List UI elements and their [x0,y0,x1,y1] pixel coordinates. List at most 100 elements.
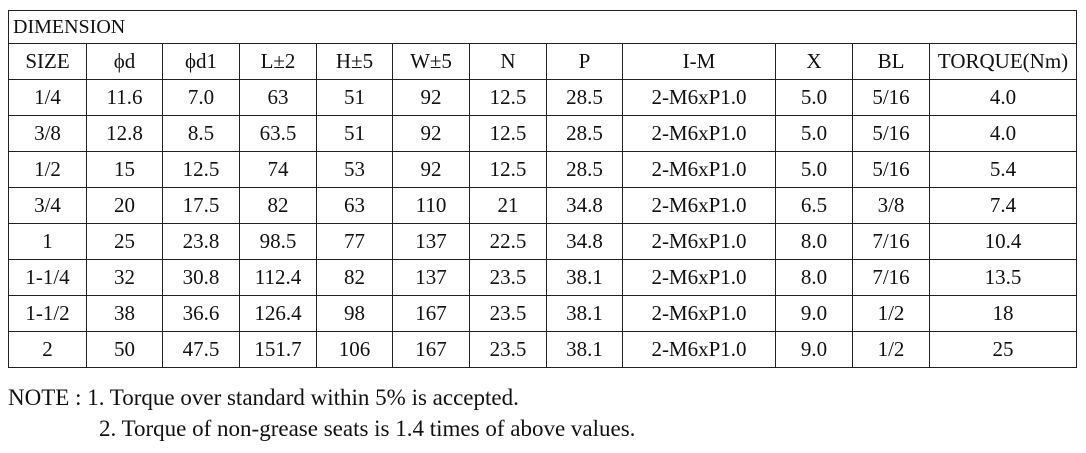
column-header: X [775,43,853,80]
table-cell: 63 [316,187,393,224]
table-cell: 63.5 [239,115,317,152]
table-title-row: DIMENSION [7,10,1078,44]
table-row: 3/4 20 17.5 82 63 110 21 34.8 2-M6xP1.0 6.5 3/8 7.4 [8,187,1078,224]
table-cell: 12.5 [162,151,240,188]
table-cell: 23.5 [469,331,547,368]
table-cell: 23.5 [469,259,547,296]
table-cell: 137 [392,223,470,260]
table-cell: 1/4 [8,79,87,116]
table-cell: 6.5 [775,187,853,224]
table-cell: 3/8 [8,115,87,152]
table-cell: 1-1/2 [8,295,87,332]
table-cell: 10.4 [928,223,1078,260]
table-cell: 25 [928,331,1078,368]
table-cell: 1/2 [852,295,930,332]
column-header: P [546,43,623,80]
table-cell: 23.5 [469,295,547,332]
table-cell: 28.5 [546,115,623,152]
table-cell: 1 [8,223,87,260]
note-line-1: NOTE : 1. Torque over standard within 5%… [8,385,519,410]
table-cell: 2 [8,331,87,368]
table-cell: 2-M6xP1.0 [622,223,776,260]
table-cell: 30.8 [162,259,240,296]
table-cell: 7/16 [852,259,930,296]
table-title: DIMENSION [7,10,1078,44]
table-cell: 38 [86,295,163,332]
table-cell: 28.5 [546,151,623,188]
table-cell: 82 [239,187,317,224]
table-cell: 32 [86,259,163,296]
table-cell: 5.0 [775,115,853,152]
table-cell: 63 [239,79,317,116]
table-cell: 106 [316,331,393,368]
table-cell: 18 [928,295,1078,332]
table-cell: 51 [316,79,393,116]
table-cell: 8.0 [775,259,853,296]
table-cell: 12.5 [469,79,547,116]
dimension-table: DIMENSION SIZE ϕd ϕd1 L±2 H±5 W±5 N P I-M X BL TORQ… [7,10,1078,368]
column-header: TORQUE(Nm) [928,43,1078,80]
dimension-table-body: DIMENSION SIZE ϕd ϕd1 L±2 H±5 W±5 N P I-M X BL TORQ… [7,10,1078,368]
table-cell: 34.8 [546,223,623,260]
column-header: L±2 [239,43,317,80]
table-cell: 21 [469,187,547,224]
table-cell: 38.1 [546,259,623,296]
table-cell: 5.0 [775,79,853,116]
table-cell: 38.1 [546,295,623,332]
table-cell: 137 [392,259,470,296]
table-cell: 4.0 [928,115,1078,152]
table-cell: 1-1/4 [8,259,87,296]
notes: NOTE : 1. Torque over standard within 5%… [8,382,1076,444]
table-cell: 5/16 [852,115,930,152]
table-cell: 28.5 [546,79,623,116]
table-cell: 53 [316,151,393,188]
table-cell: 77 [316,223,393,260]
table-cell: 82 [316,259,393,296]
table-cell: 151.7 [239,331,317,368]
table-row: 2 50 47.5 151.7 106 167 23.5 38.1 2-M6xP1.0 9.0 1/… [8,331,1078,368]
table-cell: 5.4 [928,151,1078,188]
table-cell: 9.0 [775,295,853,332]
table-cell: 8.5 [162,115,240,152]
column-header: ϕd1 [162,43,240,80]
table-cell: 2-M6xP1.0 [622,79,776,116]
table-cell: 3/8 [852,187,930,224]
table-cell: 98.5 [239,223,317,260]
table-cell: 51 [316,115,393,152]
table-cell: 2-M6xP1.0 [622,187,776,224]
table-cell: 2-M6xP1.0 [622,331,776,368]
table-cell: 22.5 [469,223,547,260]
table-cell: 15 [86,151,163,188]
table-cell: 74 [239,151,317,188]
table-cell: 126.4 [239,295,317,332]
table-cell: 34.8 [546,187,623,224]
table-row: 1-1/4 32 30.8 112.4 82 137 23.5 38.1 2-M6xP1.0 8.… [8,259,1078,296]
table-cell: 92 [392,79,470,116]
column-header: I-M [622,43,776,80]
table-cell: 98 [316,295,393,332]
column-header: ϕd [86,43,163,80]
table-row: 1 25 23.8 98.5 77 137 22.5 34.8 2-M6xP1.0 8.0 7/16… [8,223,1078,260]
table-cell: 5.0 [775,151,853,188]
table-cell: 2-M6xP1.0 [622,151,776,188]
table-cell: 50 [86,331,163,368]
table-cell: 17.5 [162,187,240,224]
table-cell: 4.0 [928,79,1078,116]
table-cell: 112.4 [239,259,317,296]
table-row: 1/4 11.6 7.0 63 51 92 12.5 28.5 2-M6xP1.0 5.0 5/16… [8,79,1078,116]
table-cell: 2-M6xP1.0 [622,295,776,332]
table-cell: 5/16 [852,151,930,188]
note-line-2: 2. Torque of non-grease seats is 1.4 tim… [99,416,636,441]
table-cell: 9.0 [775,331,853,368]
table-cell: 36.6 [162,295,240,332]
table-cell: 5/16 [852,79,930,116]
table-header-row: SIZE ϕd ϕd1 L±2 H±5 W±5 N P I-M X BL TORQUE(Nm) [8,43,1078,80]
table-cell: 38.1 [546,331,623,368]
table-cell: 2-M6xP1.0 [622,259,776,296]
table-row: 1-1/2 38 36.6 126.4 98 167 23.5 38.1 2-M6xP1.0 9.… [8,295,1078,332]
table-cell: 110 [392,187,470,224]
table-cell: 47.5 [162,331,240,368]
table-cell: 20 [86,187,163,224]
table-cell: 167 [392,331,470,368]
column-header: BL [852,43,930,80]
